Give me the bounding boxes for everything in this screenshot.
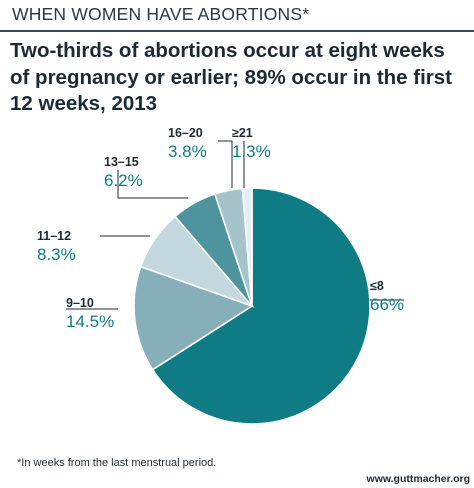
pie-slice-1 (151, 187, 371, 425)
slice-value-label: 66% (370, 295, 404, 314)
slice-category-label: 9–10 (66, 296, 94, 310)
slice-category-label: ≤8 (370, 279, 384, 293)
pie-slice-2 (133, 265, 254, 371)
leader-lines (66, 140, 404, 310)
slice-category-label: ≥21 (232, 126, 253, 140)
chart-title: Two-thirds of abortions occur at eight w… (10, 39, 453, 115)
slice-value-label: 1.3% (232, 142, 271, 161)
slice-value-label: 14.5% (66, 312, 114, 331)
slice-value-label: 6.2% (104, 171, 143, 190)
slice-labels: ≤8 66% 9–10 14.5% 11–12 8.3% 13–15 6.2% 16–20 3.8… (37, 126, 404, 331)
footnote: *In weeks from the last menstrual period… (17, 457, 217, 469)
pie-slice-6 (241, 187, 253, 307)
slice-category-label: 11–12 (37, 229, 71, 243)
source-url: www.guttmacher.org (366, 473, 470, 485)
leader-line-5 (218, 140, 233, 188)
slice-value-label: 3.8% (168, 142, 207, 161)
leader-line-4 (117, 170, 188, 199)
slice-value-label: 8.3% (37, 245, 76, 264)
pie-slices (133, 187, 371, 425)
chart-kicker: WHEN WOMEN HAVE ABORTIONS* (12, 4, 310, 24)
slice-category-label: 16–20 (168, 126, 203, 140)
slice-category-label: 13–15 (104, 155, 139, 169)
kicker-divider (0, 30, 474, 32)
